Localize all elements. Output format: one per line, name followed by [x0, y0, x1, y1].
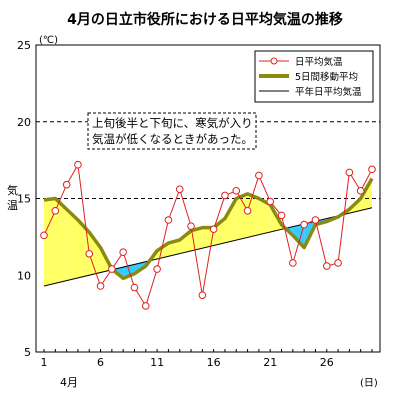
y-axis-label-char-2: 温: [7, 199, 18, 212]
daily-point: [85, 249, 94, 258]
daily-point: [266, 197, 275, 206]
annotation-border: [87, 112, 257, 150]
plot-frame: [35, 44, 381, 353]
annotation-line-2: 気温が低くなるときがあった。: [92, 132, 253, 146]
daily-point: [187, 222, 195, 230]
legend-label-normal: 平年日平均気温: [295, 86, 362, 98]
x-tick-label-6: 6: [97, 356, 104, 369]
daily-point: [51, 206, 60, 215]
daily-point: [255, 171, 263, 180]
chart-title: 4月の日立市役所における日平均気温の推移: [67, 11, 343, 28]
y-tick-label-10: 10: [17, 269, 31, 282]
area-fill-segment: [213, 218, 225, 246]
x-tick-label-21: 21: [263, 356, 277, 369]
daily-point: [322, 262, 331, 270]
area-fill-segment: [224, 198, 237, 243]
x-axis-ticks: 1 6 11 16 21 26: [41, 349, 373, 369]
daily-point: [40, 231, 48, 240]
daily-point: [164, 216, 173, 224]
daily-point: [130, 283, 139, 292]
series-daily-line: [43, 163, 373, 308]
annotation-line-1: 上旬後半と下旬に、寒気が入り: [92, 116, 253, 130]
x-month-label: 4月: [60, 376, 78, 389]
daily-point: [153, 265, 161, 273]
y-unit-label: (℃): [39, 35, 58, 46]
legend-marker-daily: [270, 57, 278, 65]
series-moving-average-line: [43, 177, 374, 281]
area-fill-segment: [89, 232, 101, 276]
area-fill-segment: [179, 230, 192, 254]
legend-label-moving-average: 5日間移動平均: [295, 71, 358, 83]
series-layer: [40, 160, 376, 310]
daily-point: [108, 265, 116, 273]
y-tick-label-5: 5: [24, 346, 31, 359]
y-tick-label-25: 25: [17, 39, 31, 52]
daily-point: [119, 248, 127, 257]
legend: 日平均気温 5日間移動平均 平年日平均気温: [254, 50, 374, 103]
y-tick-label-15: 15: [17, 193, 31, 206]
y-tick-label-20: 20: [17, 116, 31, 129]
daily-point: [300, 220, 308, 229]
daily-point: [198, 291, 207, 300]
daily-point: [243, 206, 252, 215]
daily-point: [209, 225, 218, 233]
area-fill-segment: [66, 209, 78, 281]
daily-point: [368, 165, 376, 174]
daily-point: [232, 187, 241, 195]
area-fill-segment: [247, 193, 259, 238]
legend-label-daily: 日平均気温: [295, 56, 343, 68]
area-fill-segment: [44, 198, 56, 286]
daily-point: [96, 282, 105, 290]
x-tick-label-16: 16: [207, 356, 221, 369]
y-axis-label-char-1: 気: [7, 183, 18, 197]
area-fill-segment: [55, 198, 67, 284]
daily-point: [175, 185, 184, 194]
daily-point: [334, 259, 342, 267]
daily-point: [221, 191, 229, 200]
daily-point: [289, 259, 297, 267]
x-unit-label: (日): [360, 378, 378, 389]
daily-point: [356, 187, 365, 195]
daily-point: [311, 216, 320, 224]
x-tick-label-1: 1: [41, 356, 48, 369]
x-tick-label-11: 11: [150, 356, 164, 369]
area-fill-segment: [258, 198, 271, 235]
y-axis-ticks: 5 10 15 20 25: [17, 39, 31, 359]
x-tick-label-26: 26: [320, 356, 334, 369]
daily-point: [141, 302, 150, 310]
annotation-box: 上旬後半と下旬に、寒気が入り 気温が低くなるときがあった。: [87, 112, 257, 150]
area-fill-segment: [292, 223, 305, 248]
daily-point: [345, 168, 354, 177]
daily-point: [62, 180, 71, 189]
daily-point: [74, 160, 82, 169]
daily-point: [277, 211, 286, 220]
